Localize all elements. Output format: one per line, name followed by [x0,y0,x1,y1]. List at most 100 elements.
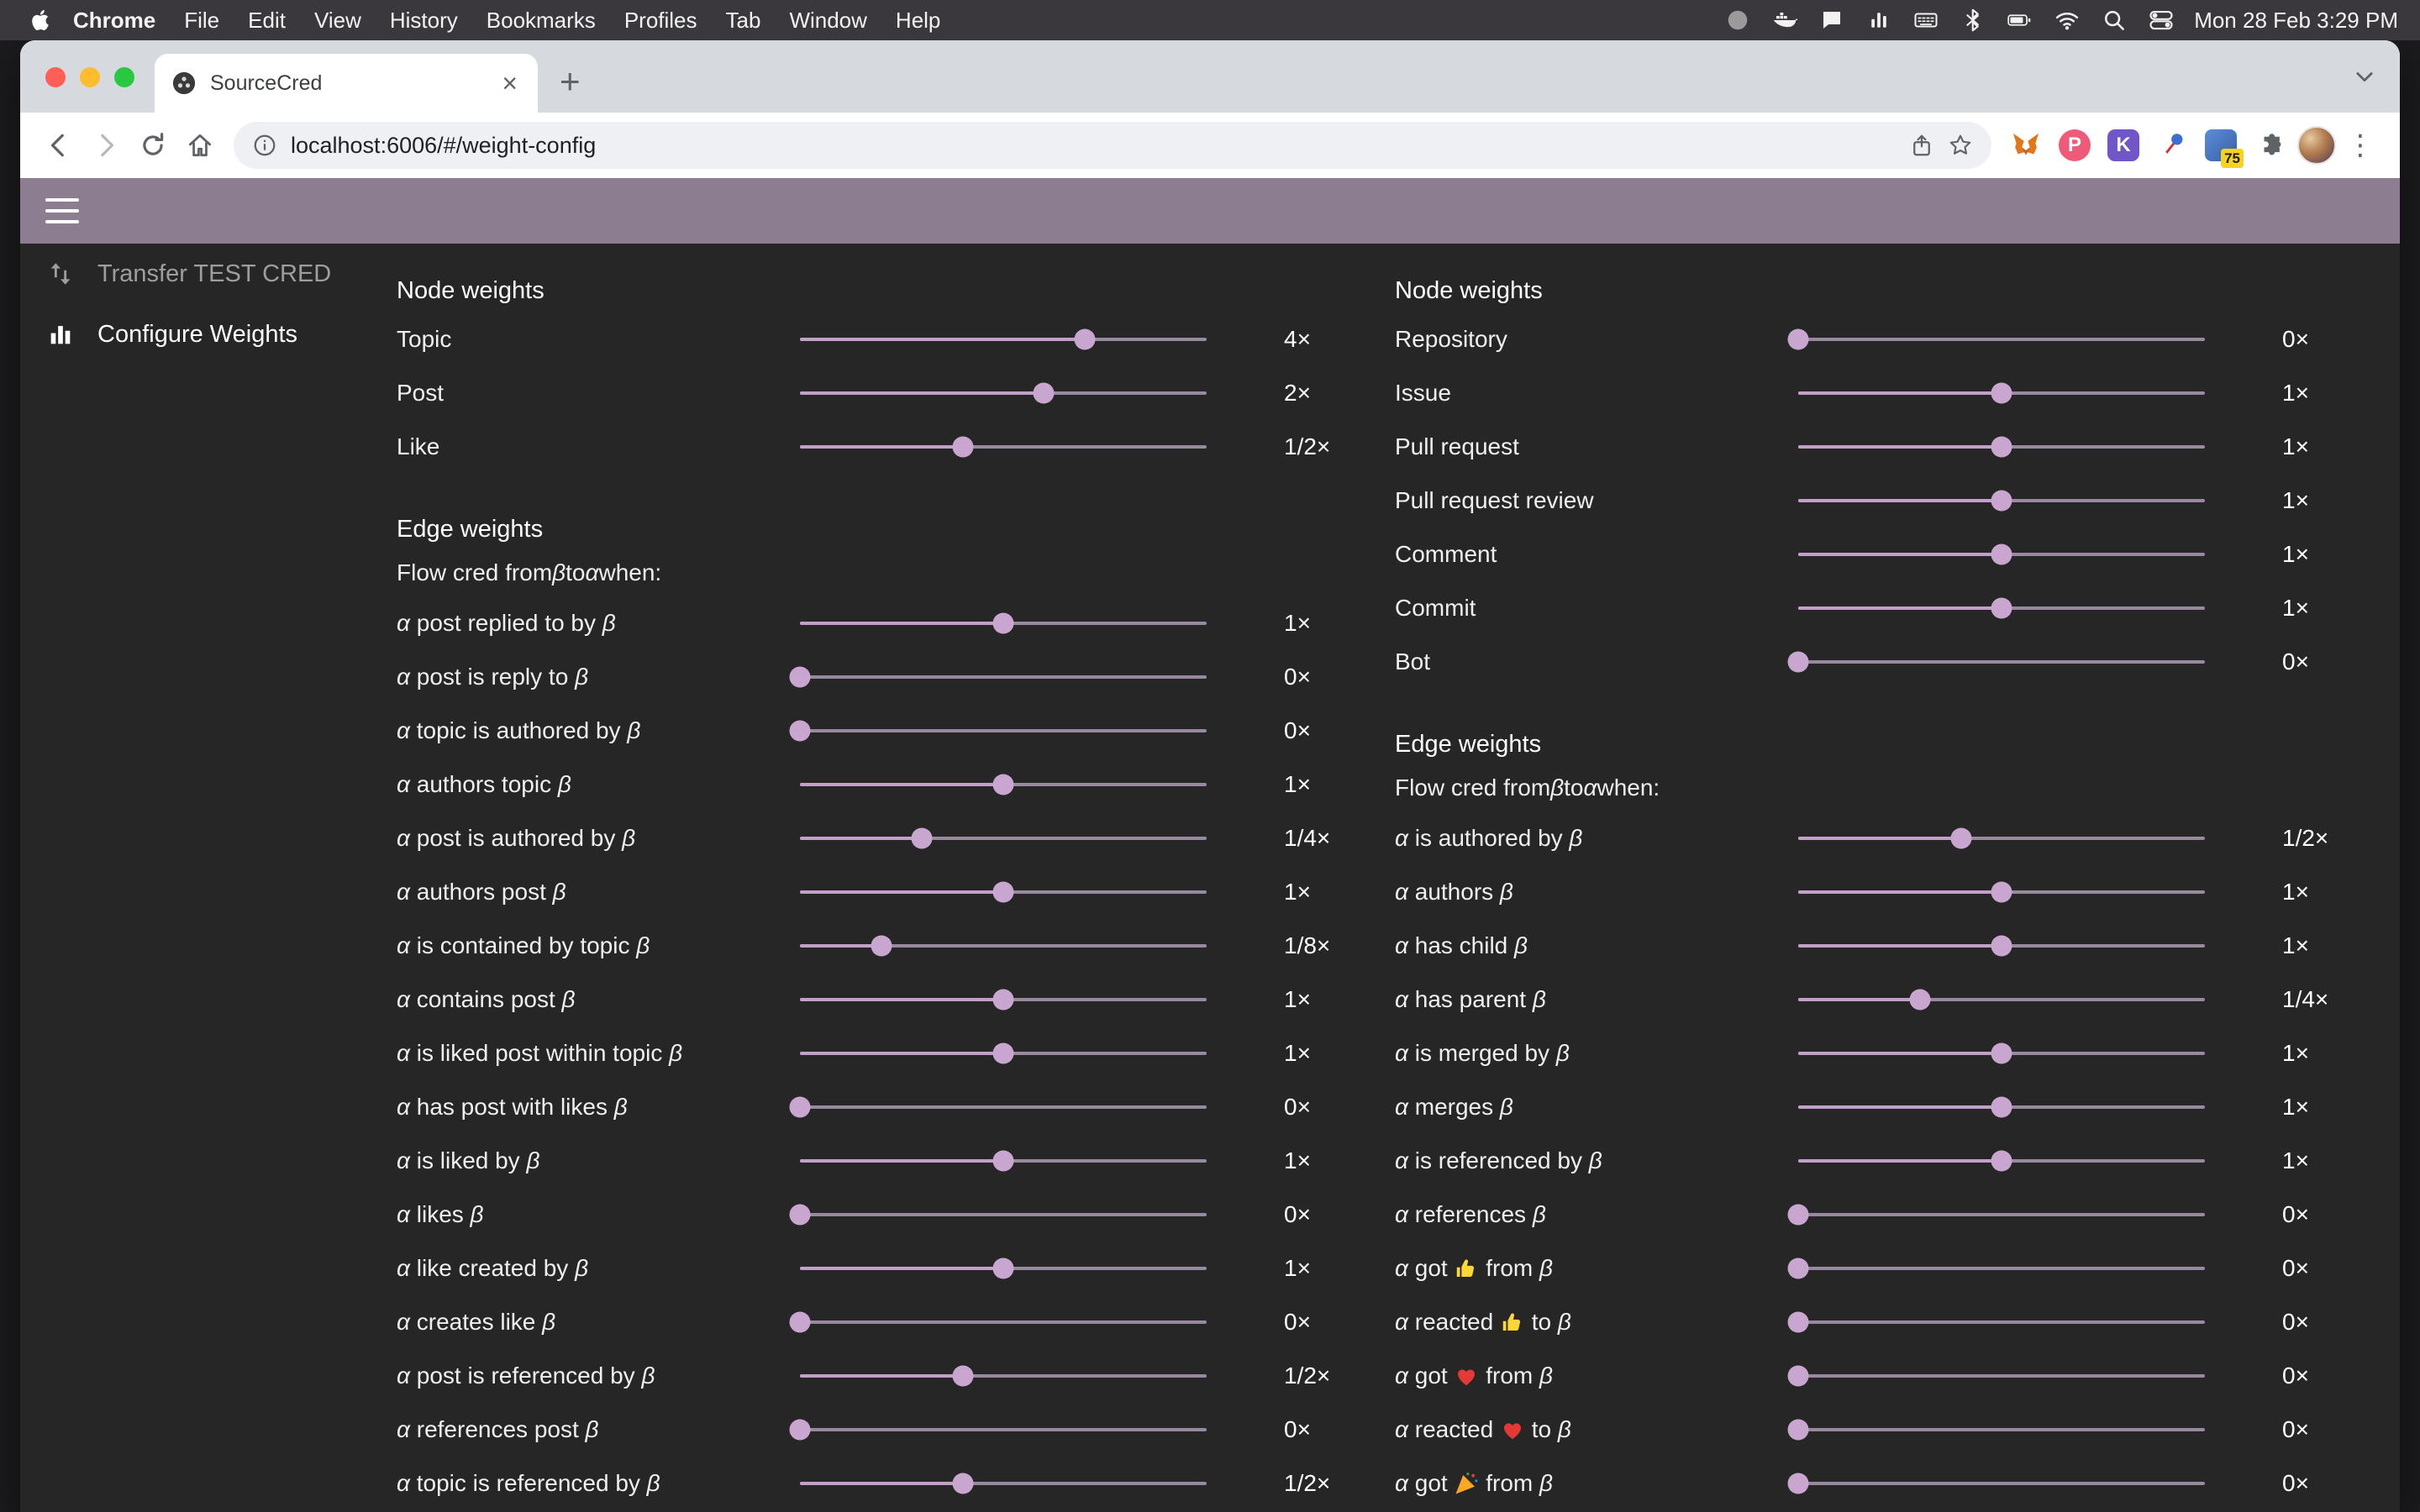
slider-thumb[interactable] [952,1473,974,1494]
slider-thumb[interactable] [789,1096,811,1118]
slider-thumb[interactable] [1787,1257,1809,1279]
forward-button[interactable] [82,122,129,169]
slider-thumb[interactable] [992,612,1014,634]
weight-slider[interactable] [1798,1035,2205,1072]
slider-thumb[interactable] [789,666,811,688]
weight-slider[interactable] [800,874,1207,911]
menubar-clock[interactable]: Mon 28 Feb 3:29 PM [2194,7,2398,33]
weight-slider[interactable] [1798,590,2205,627]
bluetooth-icon[interactable] [1954,5,1992,35]
menu-item-bookmarks[interactable]: Bookmarks [486,7,596,33]
weight-slider[interactable] [1798,874,2205,911]
menu-item-edit[interactable]: Edit [248,7,286,33]
menu-item-file[interactable]: File [184,7,220,33]
slider-thumb[interactable] [1033,382,1055,404]
slider-thumb[interactable] [789,1204,811,1226]
slider-thumb[interactable] [1991,543,2012,565]
slider-thumb[interactable] [1074,328,1096,350]
slider-thumb[interactable] [1787,1311,1809,1333]
browser-tab[interactable]: SourceCred × [155,54,538,113]
weight-slider[interactable] [1787,1250,2205,1287]
record-icon[interactable] [1718,5,1757,35]
slider-thumb[interactable] [992,989,1014,1011]
weight-slider[interactable] [800,766,1207,803]
slider-thumb[interactable] [911,827,933,849]
hamburger-menu-icon[interactable] [45,198,79,223]
home-button[interactable] [176,122,224,169]
slider-thumb[interactable] [992,881,1014,903]
share-icon[interactable] [1909,133,1934,158]
weight-slider[interactable] [1798,536,2205,573]
weight-slider[interactable] [1798,1089,2205,1126]
docker-icon[interactable] [1765,5,1804,35]
weight-slider[interactable] [789,659,1207,696]
kagi-icon[interactable]: K [2102,124,2144,166]
slider-thumb[interactable] [1787,651,1809,673]
weight-slider[interactable] [1787,1196,2205,1233]
menu-item-profiles[interactable]: Profiles [623,7,697,33]
weight-slider[interactable] [1798,428,2205,465]
keyboard-icon[interactable] [1907,5,1945,35]
weight-slider[interactable] [1798,820,2205,857]
weight-slider[interactable] [800,605,1207,642]
omnibox[interactable] [234,122,1991,169]
notes-icon[interactable]: 75 [2200,124,2244,168]
slider-thumb[interactable] [1991,1042,2012,1064]
site-info-icon[interactable] [252,133,277,158]
weight-slider[interactable] [800,1357,1207,1394]
slider-thumb[interactable] [952,436,974,458]
slider-thumb[interactable] [1991,881,2012,903]
slider-thumb[interactable] [992,1150,1014,1172]
metamask-icon[interactable] [2005,124,2047,166]
extensions-puzzle-icon[interactable] [2249,124,2291,166]
pin-icon[interactable] [2151,124,2193,166]
menu-item-window[interactable]: Window [789,7,867,33]
weight-slider[interactable] [789,1089,1207,1126]
slider-thumb[interactable] [1991,382,2012,404]
weight-slider[interactable] [800,1250,1207,1287]
weight-slider[interactable] [1787,1411,2205,1448]
slider-thumb[interactable] [789,720,811,742]
slider-thumb[interactable] [871,935,892,957]
weight-slider[interactable] [1798,375,2205,412]
close-window-button[interactable] [45,67,66,87]
tab-search-chevron-icon[interactable] [2353,65,2376,92]
weight-slider[interactable] [800,375,1207,412]
weight-slider[interactable] [1787,321,2205,358]
weight-slider[interactable] [1787,643,2205,680]
slider-thumb[interactable] [1991,436,2012,458]
slider-thumb[interactable] [789,1419,811,1441]
slider-thumb[interactable] [1787,1365,1809,1387]
slider-thumb[interactable] [1950,827,1972,849]
slider-thumb[interactable] [992,774,1014,795]
tab-close-icon[interactable]: × [502,68,518,98]
sidebar-item-configure-weights[interactable]: Configure Weights [20,304,390,365]
slider-thumb[interactable] [1787,328,1809,350]
slider-thumb[interactable] [1787,1473,1809,1494]
slider-thumb[interactable] [1787,1419,1809,1441]
menu-item-chrome[interactable]: Chrome [73,7,156,33]
weight-slider[interactable] [1798,927,2205,964]
slider-thumb[interactable] [1991,935,2012,957]
slider-thumb[interactable] [992,1257,1014,1279]
weight-slider[interactable] [1787,1304,2205,1341]
url-input[interactable] [291,132,1896,159]
menu-item-tab[interactable]: Tab [725,7,761,33]
browser-menu-icon[interactable]: ⋮ [2346,129,2375,161]
slider-thumb[interactable] [1991,1150,2012,1172]
slider-thumb[interactable] [1991,1096,2012,1118]
slider-thumb[interactable] [1991,490,2012,512]
weight-slider[interactable] [1787,1465,2205,1502]
bookmark-star-icon[interactable] [1948,133,1973,158]
weight-slider[interactable] [800,321,1207,358]
zoom-window-button[interactable] [114,67,134,87]
weight-slider[interactable] [1798,482,2205,519]
chat-icon[interactable] [1812,5,1851,35]
minimize-window-button[interactable] [80,67,100,87]
menu-item-history[interactable]: History [389,7,458,33]
reload-button[interactable] [129,122,176,169]
weight-slider[interactable] [1798,981,2205,1018]
slider-thumb[interactable] [789,1311,811,1333]
slider-thumb[interactable] [952,1365,974,1387]
sidebar-item-transfer-test-cred[interactable]: Transfer TEST CRED [20,244,390,304]
